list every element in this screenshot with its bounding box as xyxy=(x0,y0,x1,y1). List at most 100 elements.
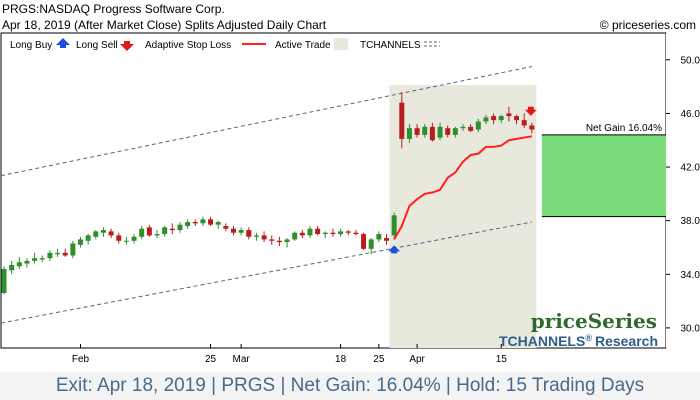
candle-up xyxy=(322,232,328,235)
y-tick-label: 42.00 xyxy=(680,163,700,174)
candle-up xyxy=(253,235,259,237)
candle-up xyxy=(185,222,191,227)
x-tick-label: Apr xyxy=(409,354,425,365)
candle-up xyxy=(215,222,221,225)
candle-up xyxy=(368,239,374,249)
candle-up xyxy=(9,264,15,271)
candle-down xyxy=(116,235,122,241)
candle-up xyxy=(24,260,30,264)
candle-up xyxy=(483,117,489,122)
candle-up xyxy=(498,116,504,121)
candle-up xyxy=(131,236,137,241)
candle-down xyxy=(261,235,267,240)
candle-up xyxy=(460,126,466,129)
candle-up xyxy=(437,126,443,138)
candle-up xyxy=(200,219,206,224)
candle-down xyxy=(192,222,198,224)
chart-header: PRGS:NASDAQ Progress Software Corp. Apr … xyxy=(2,1,326,33)
net-gain-box xyxy=(541,134,666,217)
candle-up xyxy=(406,128,412,139)
price-chart: Net Gain 16.04% 30.00 34.00 38.00 42.00 46.0… xyxy=(0,32,700,365)
candle-up xyxy=(452,128,458,135)
brand-sup: ® xyxy=(585,333,592,343)
candle-up xyxy=(422,126,428,135)
candle-up xyxy=(162,227,168,235)
y-axis: 30.00 34.00 38.00 42.00 46.00 50.00 xyxy=(666,55,700,334)
brand-sub2: Research xyxy=(595,333,658,349)
candles-group xyxy=(1,91,535,295)
candle-down xyxy=(330,232,336,235)
candle-down xyxy=(445,128,451,135)
candle-down xyxy=(506,113,512,117)
candle-down xyxy=(514,116,520,121)
candle-up xyxy=(47,252,53,259)
candle-down xyxy=(276,240,282,243)
legend-long-buy: Long Buy xyxy=(10,40,52,51)
candle-up xyxy=(238,230,244,233)
brand-subtitle: TCHANNELS® Research xyxy=(499,333,658,349)
legend-tchannels: TCHANNELS xyxy=(360,40,421,51)
legend: Long Buy Long Sell Adaptive Stop Loss Ac… xyxy=(3,36,440,52)
x-tick-label: Mar xyxy=(233,354,251,365)
candle-down xyxy=(231,228,236,233)
candle-up xyxy=(391,215,397,236)
copyright-label: © priceseries.com xyxy=(599,18,696,32)
brand-sub: TCHANNELS xyxy=(499,333,585,349)
candle-up xyxy=(100,230,106,233)
y-tick-label: 38.00 xyxy=(680,216,700,227)
x-axis: Feb 25 Mar 18 25 Apr 15 xyxy=(72,344,507,365)
channel-lower-line xyxy=(0,221,532,324)
candle-up xyxy=(292,232,298,240)
x-tick-label: 25 xyxy=(205,354,217,365)
candle-up xyxy=(284,239,290,243)
legend-stop-loss: Adaptive Stop Loss xyxy=(145,40,231,51)
channel-upper-line xyxy=(0,66,532,177)
long-buy-arrow-icon xyxy=(388,245,401,254)
candle-up xyxy=(123,240,129,242)
y-tick-label: 50.00 xyxy=(680,55,700,66)
y-tick-label: 34.00 xyxy=(680,270,700,281)
x-tick-label: 18 xyxy=(335,354,347,365)
candle-down xyxy=(169,228,175,231)
y-tick-label: 46.00 xyxy=(680,109,700,120)
legend-active-trade: Active Trade xyxy=(275,40,331,51)
candle-up xyxy=(139,228,145,237)
legend-up-arrow-icon xyxy=(56,38,70,48)
x-tick-label: 25 xyxy=(373,354,385,365)
candle-down xyxy=(269,239,275,241)
x-tick-label: 15 xyxy=(496,354,508,365)
candle-up xyxy=(16,262,22,267)
candle-down xyxy=(315,228,321,235)
candle-down xyxy=(521,120,527,126)
y-tick-label: 30.00 xyxy=(680,323,700,334)
candle-down xyxy=(353,232,359,235)
candle-up xyxy=(154,234,160,236)
candle-down xyxy=(414,128,420,135)
candle-down xyxy=(208,219,214,225)
legend-active-trade-swatch xyxy=(334,38,348,50)
candle-up xyxy=(338,231,344,235)
candle-up xyxy=(70,243,76,256)
candle-down xyxy=(361,234,367,249)
candle-up xyxy=(475,121,481,130)
candle-down xyxy=(345,231,351,233)
legend-background xyxy=(3,36,439,52)
candle-down xyxy=(62,252,68,256)
candle-down xyxy=(246,230,252,237)
candle-up xyxy=(78,239,83,245)
candle-up xyxy=(177,224,183,231)
candle-up xyxy=(55,252,61,255)
brand-logo-text: priceSeries xyxy=(531,309,657,333)
candle-up xyxy=(307,228,313,236)
candle-down xyxy=(468,126,474,131)
y-axis-area xyxy=(666,33,699,348)
chart-subtitle: Apr 18, 2019 (After Market Close) Splits… xyxy=(2,18,327,32)
long-sell-arrow-icon xyxy=(524,106,537,116)
candle-down xyxy=(384,238,389,241)
trade-summary-caption: Exit: Apr 18, 2019 | PRGS | Net Gain: 16… xyxy=(0,372,700,400)
candle-down xyxy=(223,226,229,229)
legend-long-sell: Long Sell xyxy=(76,40,118,51)
candle-up xyxy=(39,258,45,260)
legend-down-arrow-icon xyxy=(120,41,134,51)
candle-up xyxy=(32,258,38,261)
